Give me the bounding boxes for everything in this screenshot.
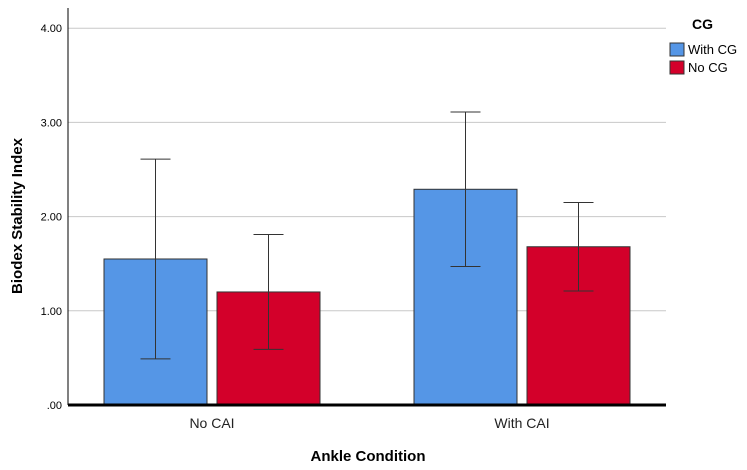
y-axis-title: Biodex Stability Index (9, 137, 26, 294)
x-tick-label: With CAI (494, 415, 549, 431)
legend-swatch (669, 42, 685, 57)
legend: CG With CG No CG (669, 16, 737, 75)
x-tick-label: No CAI (189, 415, 234, 431)
y-tick-label: 2.00 (41, 212, 62, 224)
y-tick-label: 1.00 (41, 306, 62, 318)
legend-label: With CG (688, 42, 737, 57)
legend-label: No CG (688, 60, 728, 75)
legend-title: CG (692, 16, 713, 32)
y-tick-labels: .00 1.00 2.00 3.00 4.00 (41, 23, 62, 412)
y-tick-label: .00 (47, 400, 62, 412)
y-tick-label: 3.00 (41, 117, 62, 129)
legend-swatch (669, 60, 685, 75)
bars (103, 188, 631, 406)
axes (67, 8, 666, 407)
x-tick-labels: No CAI With CAI (189, 415, 549, 431)
x-axis-title: Ankle Condition (311, 448, 426, 465)
y-tick-label: 4.00 (41, 23, 62, 35)
error-bars (140, 111, 594, 360)
